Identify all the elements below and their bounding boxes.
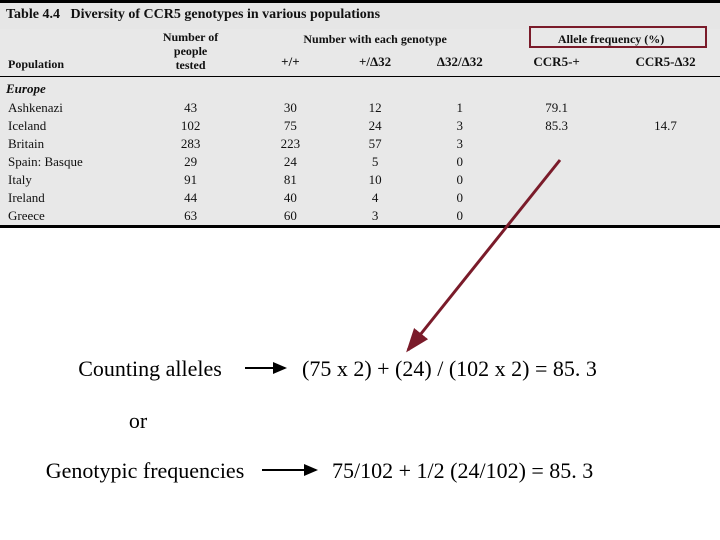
cell-f1 xyxy=(502,189,611,207)
col-population: Population xyxy=(0,29,133,76)
col-g3: Δ32/Δ32 xyxy=(417,51,502,76)
cell-g1: 75 xyxy=(248,117,333,135)
col-g1: +/+ xyxy=(248,51,333,76)
cell-g2: 12 xyxy=(333,99,418,117)
cell-pop: Britain xyxy=(0,135,133,153)
table-row: Spain: Basque 29 24 5 0 xyxy=(0,153,720,171)
cell-tested: 44 xyxy=(133,189,248,207)
cell-g3: 0 xyxy=(417,207,502,225)
col-genotype-group: Number with each genotype xyxy=(248,29,502,51)
cell-g2: 10 xyxy=(333,171,418,189)
region-row: Europe xyxy=(0,77,720,100)
cell-g1: 223 xyxy=(248,135,333,153)
cell-f2 xyxy=(611,135,720,153)
table-row: Italy 91 81 10 0 xyxy=(0,171,720,189)
cell-f2 xyxy=(611,153,720,171)
equation-1: (75 x 2) + (24) / (102 x 2) = 85. 3 xyxy=(302,356,597,382)
cell-tested: 102 xyxy=(133,117,248,135)
table-row: Ashkenazi 43 30 12 1 79.1 xyxy=(0,99,720,117)
col-f2: CCR5-Δ32 xyxy=(611,51,720,76)
table-caption: Table 4.4 Diversity of CCR5 genotypes in… xyxy=(0,3,720,29)
table-super-header: Population Number ofpeopletested Number … xyxy=(0,29,720,51)
table-row: Iceland 102 75 24 3 85.3 14.7 xyxy=(0,117,720,135)
table-row: Britain 283 223 57 3 xyxy=(0,135,720,153)
cell-pop: Iceland xyxy=(0,117,133,135)
cell-g1: 30 xyxy=(248,99,333,117)
cell-g2: 57 xyxy=(333,135,418,153)
col-g2: +/Δ32 xyxy=(333,51,418,76)
cell-g1: 24 xyxy=(248,153,333,171)
table-row: Greece 63 60 3 0 xyxy=(0,207,720,225)
table-body: Europe Ashkenazi 43 30 12 1 79.1 Iceland… xyxy=(0,77,720,226)
cell-g3: 3 xyxy=(417,117,502,135)
cell-f1: 79.1 xyxy=(502,99,611,117)
cell-f2 xyxy=(611,189,720,207)
cell-g3: 0 xyxy=(417,189,502,207)
cell-g1: 40 xyxy=(248,189,333,207)
cell-pop: Ashkenazi xyxy=(0,99,133,117)
genotype-table: Population Number ofpeopletested Number … xyxy=(0,29,720,225)
equation-2: 75/102 + 1/2 (24/102) = 85. 3 xyxy=(332,458,593,484)
or-label: or xyxy=(118,408,158,434)
table-label: Table 4.4 xyxy=(6,7,60,22)
cell-g3: 0 xyxy=(417,171,502,189)
cell-g3: 3 xyxy=(417,135,502,153)
cell-f2 xyxy=(611,171,720,189)
cell-pop: Spain: Basque xyxy=(0,153,133,171)
cell-f2 xyxy=(611,207,720,225)
cell-f2: 14.7 xyxy=(611,117,720,135)
counting-alleles-label: Counting alleles xyxy=(60,356,240,382)
col-f1: CCR5-+ xyxy=(502,51,611,76)
cell-pop: Greece xyxy=(0,207,133,225)
col-tested: Number ofpeopletested xyxy=(133,29,248,76)
cell-tested: 283 xyxy=(133,135,248,153)
cell-f1 xyxy=(502,207,611,225)
table-caption-text: Diversity of CCR5 genotypes in various p… xyxy=(70,7,380,22)
cell-f1 xyxy=(502,153,611,171)
data-table-container: Table 4.4 Diversity of CCR5 genotypes in… xyxy=(0,0,720,228)
region-label: Europe xyxy=(0,77,720,100)
cell-f1 xyxy=(502,135,611,153)
cell-g2: 24 xyxy=(333,117,418,135)
cell-g1: 60 xyxy=(248,207,333,225)
cell-g2: 4 xyxy=(333,189,418,207)
genotypic-freq-label: Genotypic frequencies xyxy=(30,458,260,484)
cell-f1 xyxy=(502,171,611,189)
table-row: Ireland 44 40 4 0 xyxy=(0,189,720,207)
cell-tested: 63 xyxy=(133,207,248,225)
cell-g2: 3 xyxy=(333,207,418,225)
cell-pop: Ireland xyxy=(0,189,133,207)
cell-tested: 29 xyxy=(133,153,248,171)
cell-f1: 85.3 xyxy=(502,117,611,135)
cell-tested: 91 xyxy=(133,171,248,189)
cell-g3: 1 xyxy=(417,99,502,117)
cell-g1: 81 xyxy=(248,171,333,189)
cell-f2 xyxy=(611,99,720,117)
cell-g3: 0 xyxy=(417,153,502,171)
cell-tested: 43 xyxy=(133,99,248,117)
cell-g2: 5 xyxy=(333,153,418,171)
cell-pop: Italy xyxy=(0,171,133,189)
col-freq-group: Allele frequency (%) xyxy=(502,29,720,51)
